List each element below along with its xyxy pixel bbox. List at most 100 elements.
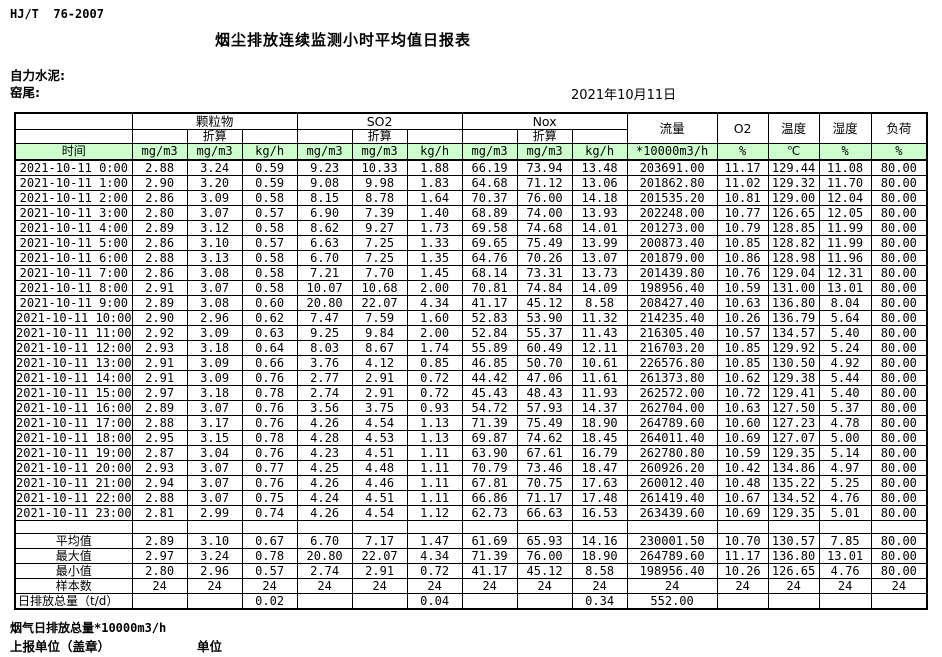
value-cell: 80.00 [870,220,928,236]
value-cell: 4.25 [296,460,353,476]
value-cell: 1.13 [406,415,463,431]
value-cell: 1.12 [406,505,463,521]
value-cell: 1.83 [406,175,463,191]
value-cell: 55.89 [461,340,518,356]
table-row: 2021-10-11 20:00 2.93 3.07 0.77 4.25 4.48 1.11… [14,460,928,476]
value-cell: 53.90 [516,310,573,326]
value-cell: 4.97 [818,460,872,476]
unit-cell: kg/h [241,143,298,161]
value-cell: 4.12 [351,355,408,371]
value-cell: 2.89 [131,400,188,416]
time-cell: 2021-10-11 12:00 [14,340,133,356]
summary-value: 2.89 [131,533,188,549]
value-cell: 10.69 [716,430,769,446]
value-cell: 12.11 [571,340,628,356]
value-cell: 20.80 [296,295,353,311]
header-converted: 折算 [186,129,243,144]
value-cell: 127.50 [767,400,820,416]
summary-row: 最小值 2.80 2.96 0.57 2.74 2.91 0.72 41.17 45.12 8.5… [14,563,928,579]
value-cell: 17.63 [571,475,628,491]
time-cell: 2021-10-11 18:00 [14,430,133,446]
time-cell: 2021-10-11 15:00 [14,385,133,401]
value-cell: 7.39 [351,205,408,221]
value-cell: 4.76 [818,490,872,506]
unit-cell: kg/h [406,143,463,161]
value-cell: 18.47 [571,460,628,476]
summary-value: 10.26 [716,563,769,579]
value-cell: 44.42 [461,370,518,386]
value-cell: 45.43 [461,385,518,401]
summary-value: 0.34 [571,593,628,610]
time-cell: 2021-10-11 8:00 [14,280,133,296]
summary-label: 平均值 [14,533,133,549]
table-row: 2021-10-11 19:00 2.87 3.04 0.76 4.23 4.51 1.11… [14,445,928,461]
value-cell: 10.77 [716,205,769,221]
value-cell: 12.05 [818,205,872,221]
value-cell: 1.35 [406,250,463,266]
value-cell: 9.84 [351,325,408,341]
value-cell: 52.83 [461,310,518,326]
value-cell: 10.57 [716,325,769,341]
footer-report-unit-label: 上报单位（盖章） [10,639,111,654]
value-cell: 80.00 [870,505,928,521]
value-cell: 4.53 [351,430,408,446]
summary-value: 24 [870,578,928,594]
value-cell: 5.00 [818,430,872,446]
summary-value [461,593,518,610]
value-cell: 3.09 [186,325,243,341]
table-row: 2021-10-11 9:00 2.89 3.08 0.60 20.80 22.07 4.3… [14,295,928,311]
value-cell: 10.68 [351,280,408,296]
value-cell: 7.21 [296,265,353,281]
value-cell: 3.09 [186,355,243,371]
value-cell: 0.58 [241,190,298,206]
summary-value [296,593,353,610]
spacer-cell [406,520,463,534]
header-converted: 折算 [516,129,573,144]
value-cell: 2.97 [131,385,188,401]
summary-value [351,593,408,610]
value-cell: 10.26 [716,310,769,326]
value-cell: 80.00 [870,325,928,341]
value-cell: 71.12 [516,175,573,191]
spacer-cell [186,520,243,534]
header-blank-cell [296,129,353,144]
value-cell: 2.88 [131,159,188,176]
value-cell: 3.17 [186,415,243,431]
value-cell: 4.54 [351,415,408,431]
time-cell: 2021-10-11 19:00 [14,445,133,461]
value-cell: 0.76 [241,445,298,461]
header-unit-row: 时间 mg/m3 mg/m3 kg/h mg/m3 mg/m3 kg/h mg/… [14,143,928,161]
spacer-cell [296,520,353,534]
summary-value: 4.76 [818,563,872,579]
value-cell: 262704.00 [626,400,718,416]
value-cell: 216703.20 [626,340,718,356]
table-row: 2021-10-11 10:00 2.90 2.96 0.62 7.47 7.59 1.60… [14,310,928,326]
value-cell: 4.78 [818,415,872,431]
summary-value: 0.57 [241,563,298,579]
time-cell: 2021-10-11 1:00 [14,175,133,191]
value-cell: 80.00 [870,310,928,326]
summary-value: 80.00 [870,563,928,579]
value-cell: 11.17 [716,159,769,176]
value-cell: 4.28 [296,430,353,446]
value-cell: 2.89 [131,295,188,311]
time-cell: 2021-10-11 17:00 [14,415,133,431]
value-cell: 11.02 [716,175,769,191]
value-cell: 3.20 [186,175,243,191]
value-cell: 3.12 [186,220,243,236]
value-cell: 0.77 [241,460,298,476]
table-row: 2021-10-11 8:00 2.91 3.07 0.58 10.07 10.68 2.0… [14,280,928,296]
summary-row: 日排放总量（t/d） 0.02 0.04 0.34 552.00 [14,593,928,610]
value-cell: 10.63 [716,295,769,311]
page-title: 烟尘排放连续监测小时平均值日报表 [215,31,472,49]
summary-value: 24 [461,578,518,594]
value-cell: 136.79 [767,310,820,326]
value-cell: 4.23 [296,445,353,461]
value-cell: 136.80 [767,295,820,311]
summary-value [716,593,769,610]
summary-value: 4.34 [406,548,463,564]
time-cell: 2021-10-11 0:00 [14,159,133,176]
value-cell: 10.07 [296,280,353,296]
value-cell: 8.58 [571,295,628,311]
value-cell: 80.00 [870,190,928,206]
